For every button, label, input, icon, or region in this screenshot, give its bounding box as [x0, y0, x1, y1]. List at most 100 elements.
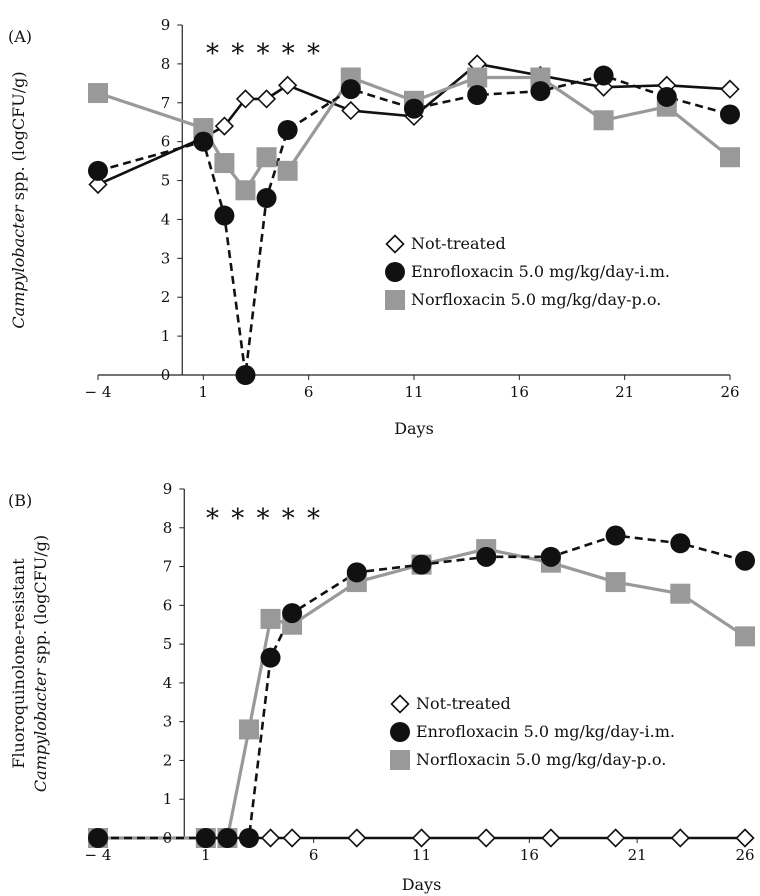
- marker-circle-1-6: [340, 79, 361, 100]
- y-tick-label: 6: [161, 133, 171, 151]
- marker-circle-1-3: [238, 828, 259, 848]
- marker-diamond-0-8: [476, 828, 496, 848]
- marker-square-2-11: [670, 583, 691, 604]
- marker-diamond-0-10: [605, 828, 626, 848]
- marker-circle-1-5: [277, 120, 298, 140]
- legend-label-0: Not-treated: [411, 234, 506, 253]
- x-tick-label: 21: [615, 383, 634, 401]
- x-axis-title: Days: [402, 875, 442, 894]
- marker-diamond-0-11: [670, 828, 690, 848]
- y-axis-title-rest: spp. (logCFU/g): [9, 71, 28, 205]
- marker-circle-1-12: [720, 104, 740, 125]
- marker-square-2-10: [605, 572, 626, 593]
- x-tick-label: 11: [412, 846, 431, 864]
- marker-square-legend-2: [390, 750, 410, 770]
- y-tick-label: 4: [163, 674, 173, 692]
- y-tick-label: 9: [161, 16, 171, 34]
- x-tick-label: 1: [199, 383, 209, 401]
- marker-circle-1-8: [476, 546, 497, 567]
- x-tick-label: 6: [309, 846, 319, 864]
- x-tick-label: 16: [510, 383, 529, 401]
- y-tick-label: 5: [161, 172, 171, 190]
- x-tick-label: 26: [735, 846, 754, 864]
- y-tick-label: 6: [163, 596, 173, 614]
- y-tick-label: 1: [161, 327, 171, 345]
- x-tick-label: 16: [520, 846, 539, 864]
- marker-square-2-12: [735, 626, 755, 647]
- x-tick-label: 6: [304, 383, 314, 401]
- marker-circle-1-7: [404, 98, 424, 119]
- marker-circle-1-11: [670, 533, 691, 554]
- y-axis-title-italic: Campylobacter: [9, 204, 28, 329]
- y-tick-label: 2: [163, 751, 173, 769]
- x-tick-label: 11: [404, 383, 423, 401]
- y-axis-title-line1: Fluoroquinolone-resistant: [9, 558, 28, 769]
- marker-diamond-0-5: [277, 75, 298, 95]
- marker-square-2-3: [235, 180, 256, 201]
- marker-circle-1-2: [217, 828, 238, 848]
- marker-circle-1-0: [88, 828, 108, 848]
- marker-circle-1-11: [656, 86, 677, 107]
- marker-circle-legend-1: [385, 262, 405, 282]
- y-tick-label: 0: [161, 366, 171, 384]
- marker-diamond-legend-0: [385, 234, 405, 254]
- marker-square-2-0: [88, 83, 108, 104]
- marker-diamond-0-0: [88, 174, 108, 195]
- marker-square-2-5: [277, 160, 298, 181]
- panel-label: (B): [8, 491, 32, 510]
- marker-square-2-4: [256, 147, 277, 168]
- y-tick-label: 1: [163, 790, 173, 808]
- marker-diamond-0-6: [347, 828, 367, 848]
- marker-circle-1-5: [282, 603, 303, 624]
- y-tick-label: 5: [163, 635, 173, 653]
- legend-label-1: Enrofloxacin 5.0 mg/kg/day-i.m.: [416, 722, 675, 741]
- marker-square-2-12: [720, 147, 740, 168]
- marker-circle-1-4: [260, 647, 281, 668]
- marker-circle-legend-1: [390, 722, 410, 742]
- marker-diamond-0-5: [282, 828, 302, 848]
- y-axis-title: Campylobacter spp. (logCFU/g): [31, 535, 50, 792]
- x-tick-label: 1: [201, 846, 211, 864]
- significance-stars: * * * * *: [206, 504, 322, 534]
- marker-diamond-0-3: [235, 89, 256, 109]
- marker-circle-1-12: [735, 550, 755, 571]
- y-tick-label: 8: [163, 519, 173, 537]
- x-tick-label: − 4: [85, 383, 112, 401]
- y-tick-label: 4: [161, 210, 171, 228]
- legend-label-1: Enrofloxacin 5.0 mg/kg/day-i.m.: [411, 262, 670, 281]
- y-axis-title-rest: spp. (logCFU/g): [31, 535, 50, 669]
- y-tick-label: 3: [161, 249, 171, 267]
- marker-circle-1-1: [193, 131, 214, 152]
- x-axis-title: Days: [394, 419, 434, 438]
- marker-circle-1-2: [214, 205, 235, 226]
- marker-circle-1-3: [235, 365, 256, 385]
- x-tick-label: 21: [628, 846, 647, 864]
- marker-circle-1-1: [195, 828, 216, 848]
- marker-square-legend-2: [385, 290, 405, 310]
- marker-diamond-0-7: [411, 828, 432, 848]
- series-line-1: [98, 534, 746, 840]
- legend-label-0: Not-treated: [416, 694, 511, 713]
- marker-diamond-0-2: [214, 116, 235, 136]
- marker-circle-1-10: [605, 525, 626, 546]
- marker-square-2-2: [214, 153, 235, 174]
- x-tick-label: − 4: [85, 846, 112, 864]
- marker-diamond-0-4: [260, 828, 281, 848]
- panel-label: (A): [8, 27, 32, 46]
- marker-circle-1-9: [540, 546, 561, 567]
- marker-square-2-10: [593, 110, 614, 131]
- y-tick-label: 3: [163, 713, 173, 731]
- marker-circle-1-6: [346, 562, 367, 583]
- marker-diamond-0-6: [341, 100, 361, 121]
- x-tick-label: 26: [720, 383, 739, 401]
- y-tick-label: 2: [161, 288, 171, 306]
- marker-square-2-8: [467, 67, 488, 88]
- legend-label-2: Norfloxacin 5.0 mg/kg/day-p.o.: [416, 750, 666, 769]
- marker-diamond-0-12: [720, 79, 740, 99]
- y-tick-label: 7: [161, 94, 171, 112]
- marker-diamond-0-4: [256, 89, 277, 109]
- marker-circle-1-7: [411, 554, 432, 575]
